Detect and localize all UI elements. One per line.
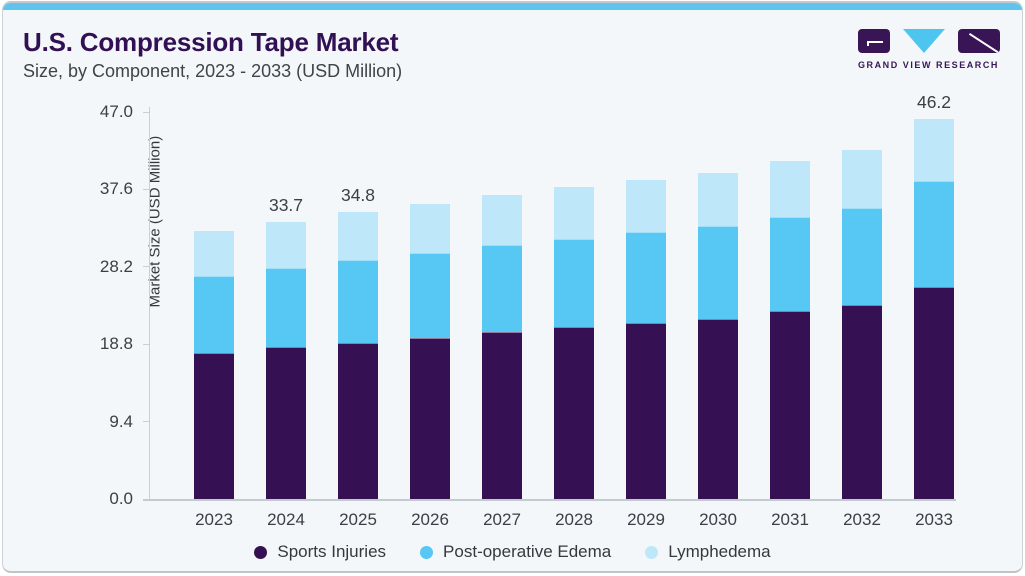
bar-2025-lymphedema	[338, 212, 378, 261]
bar-2026-post-operative-edema	[410, 252, 450, 338]
gvr-logo: GRAND VIEW RESEARCH	[858, 29, 1000, 70]
bar-2029-sports-injuries	[626, 322, 666, 499]
bar-2029	[626, 179, 666, 499]
bar-2024-sports-injuries	[266, 347, 306, 499]
x-tick-label-2031: 2031	[771, 510, 809, 529]
bar-2032-post-operative-edema	[842, 207, 882, 306]
logo-v-triangle-icon	[903, 29, 945, 53]
page-subtitle: Size, by Component, 2023 - 2033 (USD Mil…	[23, 61, 403, 81]
bar-2026-lymphedema	[410, 204, 450, 253]
bar-2031-sports-injuries	[770, 311, 810, 499]
bar-2033	[914, 118, 954, 499]
bar-2030-lymphedema	[698, 172, 738, 227]
y-tick-label-9.4: 9.4	[109, 411, 133, 431]
x-tick-label-2027: 2027	[483, 510, 521, 529]
y-tick-label-0.0: 0.0	[109, 489, 133, 508]
x-tick-label-2025: 2025	[339, 510, 377, 529]
logo-g-hook	[867, 41, 869, 46]
data-label-2024: 33.7	[268, 194, 304, 215]
y-tick-mark-28.2	[143, 266, 150, 268]
bar-2026	[410, 204, 450, 499]
bar-2024-lymphedema	[266, 221, 306, 268]
bar-2031	[770, 161, 810, 499]
y-tick-mark-9.4	[143, 421, 150, 423]
bar-2023	[194, 231, 234, 499]
bar-2025	[338, 212, 378, 499]
x-tick-label-2033: 2033	[915, 510, 953, 529]
logo-r-icon	[958, 29, 1000, 53]
bar-2033-sports-injuries	[914, 286, 954, 499]
bar-2025-post-operative-edema	[338, 260, 378, 343]
x-tick-label-2028: 2028	[555, 510, 593, 529]
data-label-2025: 34.8	[340, 185, 376, 206]
bar-2028	[554, 186, 594, 499]
data-label-2033: 46.2	[916, 91, 952, 112]
bar-2030-sports-injuries	[698, 318, 738, 499]
y-tick-label-37.6: 37.6	[99, 179, 133, 199]
x-tick-label-2023: 2023	[195, 510, 233, 529]
x-tick-label-2030: 2030	[699, 510, 737, 529]
plot-area: Market Size (USD Million) 0.0 9.4 18.8 28.2…	[3, 3, 1022, 571]
x-tick-label-2026: 2026	[411, 510, 449, 529]
bar-2027-lymphedema	[482, 195, 522, 246]
legend-item-lymphedema: Lymphedema	[645, 542, 771, 562]
bar-2028-post-operative-edema	[554, 238, 594, 327]
legend-item-post-operative-edema: Post-operative Edema	[420, 542, 611, 562]
x-tick-label-2032: 2032	[843, 510, 881, 529]
legend: Sports Injuries Post-operative Edema Lymph…	[3, 539, 1022, 565]
bar-2032-sports-injuries	[842, 305, 882, 499]
bar-2027-post-operative-edema	[482, 245, 522, 332]
bar-2027	[482, 195, 522, 499]
bar-2024-post-operative-edema	[266, 267, 306, 348]
legend-dot-lymphedema	[645, 545, 659, 559]
bar-2032-lymphedema	[842, 149, 882, 208]
bar-2028-sports-injuries	[554, 326, 594, 499]
y-axis-line	[149, 107, 150, 500]
bar-2023-sports-injuries	[194, 353, 234, 499]
bar-2031-post-operative-edema	[770, 216, 810, 312]
bar-2028-lymphedema	[554, 186, 594, 239]
bar-2024	[266, 221, 306, 499]
bar-2023-lymphedema	[194, 231, 234, 276]
bar-2033-lymphedema	[914, 118, 954, 182]
legend-label-post-operative-edema: Post-operative Edema	[443, 542, 612, 561]
y-tick-label-47.0: 47.0	[99, 102, 133, 121]
bar-2027-sports-injuries	[482, 331, 522, 499]
legend-label-sports-injuries: Sports Injuries	[277, 542, 387, 561]
bar-2031-lymphedema	[770, 161, 810, 217]
bar-2029-lymphedema	[626, 179, 666, 233]
logo-shapes	[858, 29, 1000, 53]
y-tick-label-18.8: 18.8	[99, 334, 133, 354]
x-axis-baseline	[143, 499, 956, 501]
logo-g-stroke	[867, 41, 883, 43]
bar-2033-post-operative-edema	[914, 181, 954, 287]
page-title: U.S. Compression Tape Market	[23, 27, 399, 57]
legend-dot-post-operative-edema	[420, 545, 434, 559]
top-accent-bar	[3, 3, 1022, 10]
legend-label-lymphedema: Lymphedema	[668, 542, 771, 561]
y-tick-mark-18.8	[143, 343, 150, 345]
x-tick-label-2024: 2024	[267, 510, 305, 529]
legend-dot-sports-injuries	[254, 545, 268, 559]
bar-2032	[842, 149, 882, 499]
bar-2029-post-operative-edema	[626, 232, 666, 323]
y-tick-label-28.2: 28.2	[99, 256, 133, 276]
bar-2025-sports-injuries	[338, 342, 378, 499]
logo-g-icon	[858, 29, 890, 53]
logo-wordmark: GRAND VIEW RESEARCH	[858, 60, 999, 70]
x-tick-label-2029: 2029	[627, 510, 665, 529]
bar-2030	[698, 172, 738, 499]
bar-2030-post-operative-edema	[698, 226, 738, 319]
bar-2026-sports-injuries	[410, 337, 450, 499]
bar-2023-post-operative-edema	[194, 275, 234, 354]
legend-item-sports-injuries: Sports Injuries	[254, 542, 386, 562]
y-tick-mark-37.6	[143, 188, 150, 190]
y-tick-mark-47.0	[143, 111, 150, 113]
